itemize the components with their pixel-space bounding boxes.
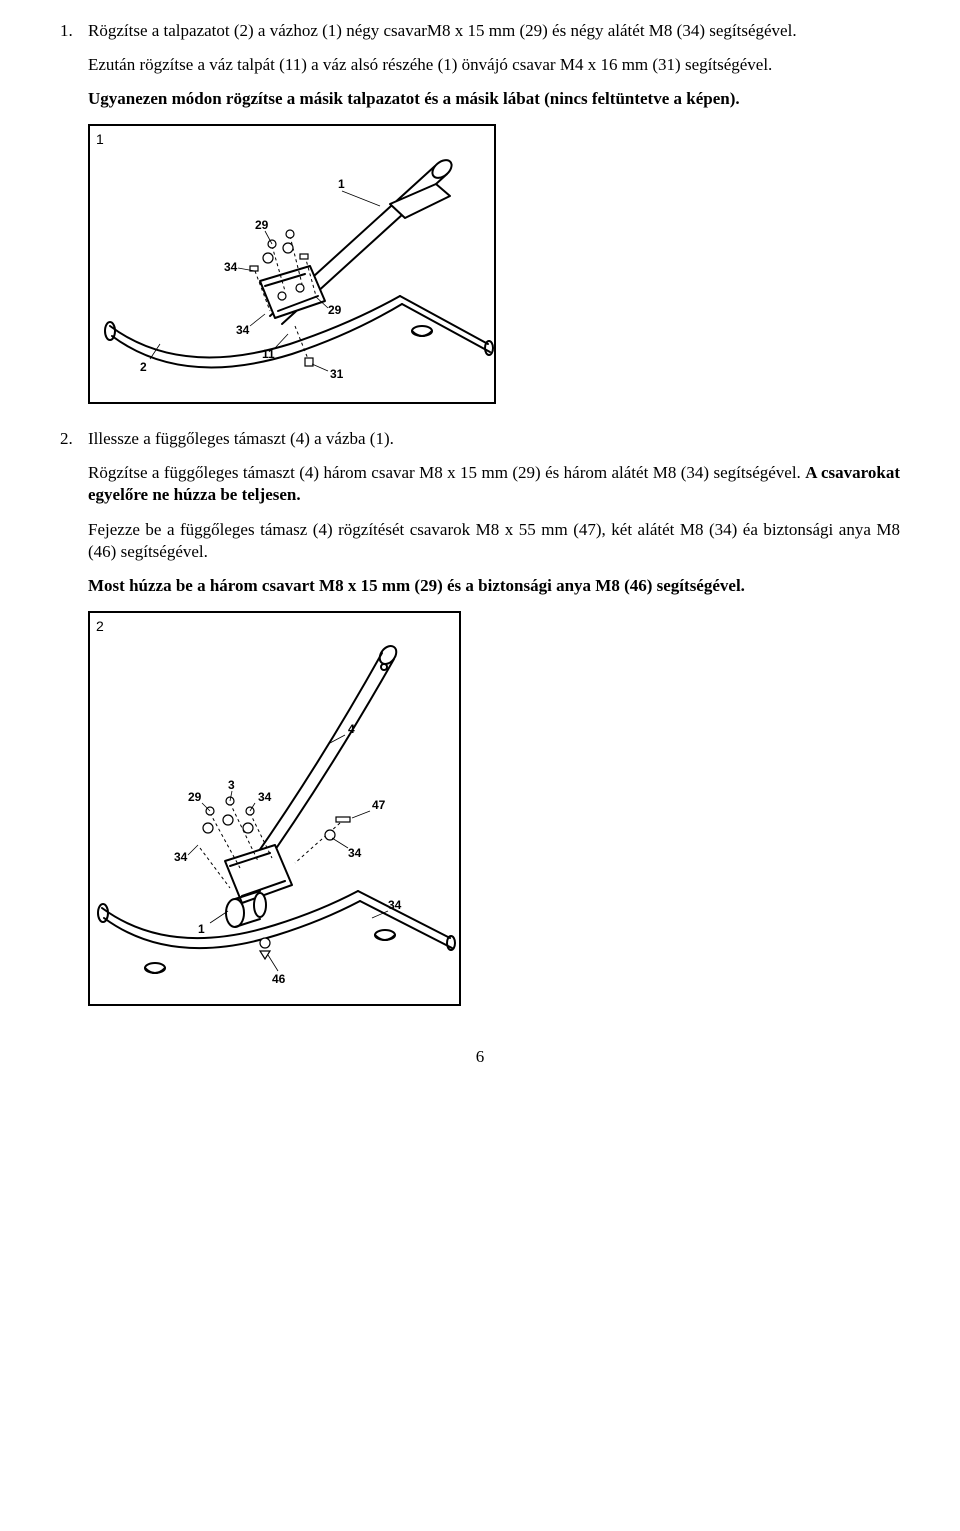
fig2-callout-34c: 34 — [174, 850, 188, 864]
step-1-number: 1. — [60, 20, 88, 42]
step-2-p2: Rögzítse a függőleges támaszt (4) három … — [88, 462, 900, 506]
fig1-callout-31: 31 — [330, 367, 344, 381]
fig2-callout-47: 47 — [372, 798, 386, 812]
fig2-callout-4: 4 — [348, 722, 355, 736]
page-number: 6 — [60, 1046, 900, 1068]
step-2-intro: 2. Illessze a függőleges támaszt (4) a v… — [60, 428, 900, 450]
figure-1-label: 1 — [96, 130, 104, 148]
fig1-callout-2: 2 — [140, 360, 147, 374]
step-2-p1: Illessze a függőleges támaszt (4) a vázb… — [88, 428, 900, 450]
fig1-callout-11: 11 — [262, 347, 275, 361]
step-2: 2. Illessze a függőleges támaszt (4) a v… — [60, 428, 900, 597]
fig1-callout-34b: 34 — [236, 323, 250, 337]
fig1-callout-29a: 29 — [255, 218, 269, 232]
fig2-callout-46: 46 — [272, 972, 286, 986]
step-2-p3: Fejezze be a függőleges támasz (4) rögzí… — [88, 519, 900, 563]
step-1-p3: Ugyanezen módon rögzítse a másik talpaza… — [88, 88, 900, 110]
step-1-intro: 1. Rögzítse a talpazatot (2) a vázhoz (1… — [60, 20, 900, 42]
step-1-p1: Rögzítse a talpazatot (2) a vázhoz (1) n… — [88, 20, 900, 42]
fig1-callout-1: 1 — [338, 177, 345, 191]
step-1-p2: Ezután rögzítse a váz talpát (11) a váz … — [88, 54, 900, 76]
fig2-callout-29: 29 — [188, 790, 202, 804]
step-1: 1. Rögzítse a talpazatot (2) a vázhoz (1… — [60, 20, 900, 110]
step-2-p4: Most húzza be a három csavart M8 x 15 mm… — [88, 575, 900, 597]
fig2-callout-34a: 34 — [258, 790, 272, 804]
step-2-p2a: Rögzítse a függőleges támaszt (4) három … — [88, 463, 805, 482]
figure-1: 1 — [88, 124, 496, 404]
fig2-callout-34b: 34 — [348, 846, 362, 860]
step-2-number: 2. — [60, 428, 88, 450]
figure-2: 2 — [88, 611, 461, 1006]
fig2-callout-1: 1 — [198, 922, 205, 936]
fig1-callout-29b: 29 — [328, 303, 342, 317]
fig1-callout-34a: 34 — [224, 260, 238, 274]
figure-1-svg: 29 1 34 2 34 11 29 31 — [90, 126, 498, 406]
fig2-callout-34d: 34 — [388, 898, 402, 912]
figure-2-label: 2 — [96, 617, 104, 635]
fig2-callout-3: 3 — [228, 778, 235, 792]
figure-2-svg: 4 29 3 34 47 34 34 1 34 46 — [90, 613, 463, 1008]
